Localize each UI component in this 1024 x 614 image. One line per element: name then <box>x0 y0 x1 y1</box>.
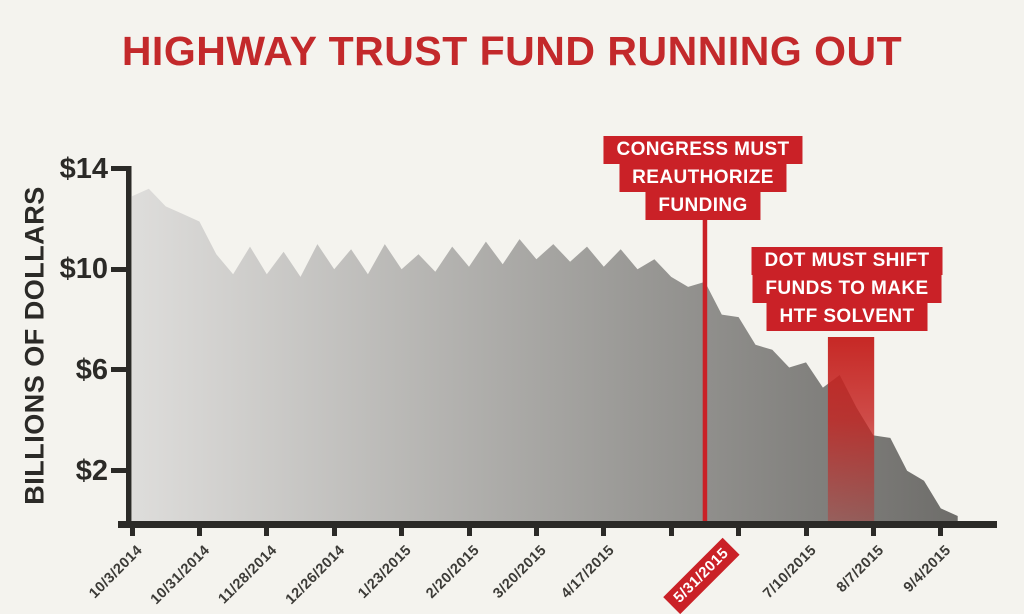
dot-callout-line: DOT MUST SHIFT <box>751 247 943 275</box>
x-tick-mark <box>264 528 270 536</box>
x-tick-mark <box>938 528 944 536</box>
congress-callout-line: FUNDING <box>645 192 761 220</box>
y-tick-mark <box>111 266 126 272</box>
y-axis-label: $6 <box>75 353 108 386</box>
x-tick-mark <box>736 528 742 536</box>
y-tick-mark <box>111 367 126 373</box>
chart-title: HIGHWAY TRUST FUND RUNNING OUT <box>121 28 903 74</box>
x-tick-mark <box>803 528 809 536</box>
dot-callout: DOT MUST SHIFT FUNDS TO MAKE HTF SOLVENT <box>751 247 943 331</box>
x-tick-mark <box>129 528 135 536</box>
x-tick-mark <box>533 528 539 536</box>
y-axis-line <box>126 166 132 528</box>
x-tick-mark <box>870 528 876 536</box>
dot-callout-line: FUNDS TO MAKE <box>752 275 942 303</box>
congress-callout: CONGRESS MUST REAUTHORIZE FUNDING <box>603 136 803 220</box>
y-tick-mark <box>111 166 126 172</box>
y-axis-label: $14 <box>59 152 108 185</box>
y-axis-label: $2 <box>75 454 108 487</box>
dot-callout-line: HTF SOLVENT <box>766 303 928 331</box>
congress-callout-line: REAUTHORIZE <box>619 164 787 192</box>
fund-balance-area <box>132 188 958 524</box>
x-tick-mark <box>601 528 607 536</box>
dot-shift-band <box>827 337 875 522</box>
x-tick-mark <box>399 528 405 536</box>
y-tick-mark <box>111 468 126 474</box>
x-tick-mark <box>196 528 202 536</box>
x-tick-mark <box>668 528 674 536</box>
x-axis-line <box>118 521 997 528</box>
y-axis-label: $10 <box>59 253 108 286</box>
x-tick-mark <box>466 528 472 536</box>
x-tick-mark <box>331 528 337 536</box>
deadline-line <box>702 220 708 523</box>
congress-callout-line: CONGRESS MUST <box>603 136 803 164</box>
